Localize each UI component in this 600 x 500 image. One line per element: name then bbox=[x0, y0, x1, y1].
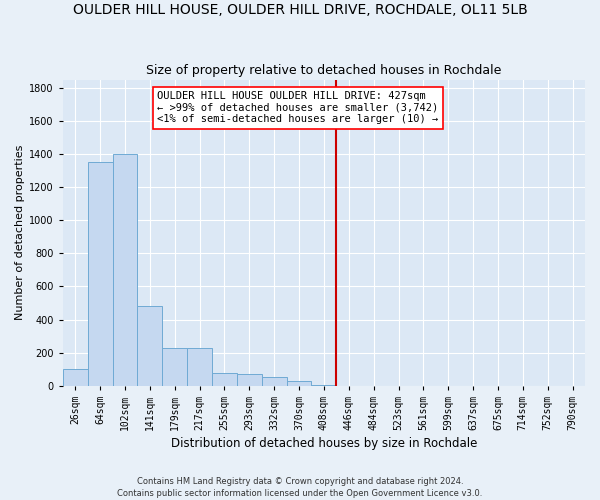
Bar bbox=[212, 372, 237, 386]
Y-axis label: Number of detached properties: Number of detached properties bbox=[15, 145, 25, 320]
Bar bbox=[113, 154, 137, 386]
Text: OULDER HILL HOUSE, OULDER HILL DRIVE, ROCHDALE, OL11 5LB: OULDER HILL HOUSE, OULDER HILL DRIVE, RO… bbox=[73, 2, 527, 16]
Bar bbox=[63, 369, 88, 386]
Bar bbox=[137, 306, 162, 386]
Text: Contains HM Land Registry data © Crown copyright and database right 2024.
Contai: Contains HM Land Registry data © Crown c… bbox=[118, 476, 482, 498]
Bar bbox=[162, 348, 187, 386]
X-axis label: Distribution of detached houses by size in Rochdale: Distribution of detached houses by size … bbox=[171, 437, 477, 450]
Title: Size of property relative to detached houses in Rochdale: Size of property relative to detached ho… bbox=[146, 64, 502, 77]
Bar bbox=[237, 374, 262, 386]
Bar bbox=[287, 381, 311, 386]
Bar bbox=[311, 385, 337, 386]
Bar bbox=[187, 348, 212, 386]
Bar bbox=[88, 162, 113, 386]
Bar bbox=[262, 376, 287, 386]
Text: OULDER HILL HOUSE OULDER HILL DRIVE: 427sqm
← >99% of detached houses are smalle: OULDER HILL HOUSE OULDER HILL DRIVE: 427… bbox=[157, 91, 439, 124]
